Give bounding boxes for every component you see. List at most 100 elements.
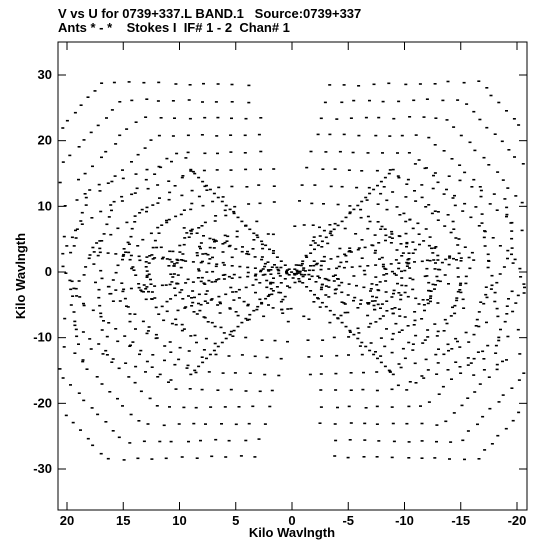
uv-point [484,286,488,288]
uv-point [191,170,195,173]
uv-point [505,110,508,112]
uv-point [433,247,437,249]
y-tick-label: -10 [33,330,52,345]
uv-point [80,211,84,214]
uv-point [420,318,424,320]
uv-point [154,337,158,340]
uv-point [182,406,186,409]
uv-point [173,287,177,289]
uv-point [318,277,321,279]
uv-point [356,327,360,330]
uv-point [477,225,481,227]
uv-point [285,272,289,274]
uv-point [347,169,351,171]
uv-point [347,405,351,408]
uv-point [495,363,499,366]
uv-point [200,388,204,391]
uv-point [321,339,325,341]
uv-point [260,302,264,305]
uv-point [277,291,281,294]
uv-point [247,253,251,256]
uv-point [400,284,404,287]
uv-point [435,424,439,426]
uv-point [459,257,463,259]
uv-point [375,284,379,286]
uv-point [493,291,497,294]
uv-point [251,248,255,250]
uv-point [202,169,206,172]
uv-point [92,263,96,265]
uv-point [381,265,385,268]
uv-point [445,322,449,325]
uv-point [230,256,234,259]
uv-point [511,419,515,422]
uv-point [302,267,306,269]
uv-point [263,273,267,276]
uv-point [490,443,494,445]
uv-point [352,299,355,302]
uv-point [397,308,401,310]
uv-point [187,99,191,101]
uv-point [184,260,188,262]
uv-point [446,214,450,216]
uv-point [385,208,389,211]
uv-point [104,349,108,352]
uv-point [199,261,203,264]
uv-point [170,281,174,283]
uv-point [124,362,128,364]
uv-point [522,292,526,294]
uv-point [507,149,511,151]
uv-point [357,332,361,334]
uv-point [105,223,109,226]
uv-point [193,369,197,372]
uv-point [110,180,114,183]
uv-point [456,244,460,246]
uv-point [190,202,194,205]
uv-point [372,304,376,307]
uv-point [228,307,232,309]
uv-point [311,240,315,242]
uv-point [172,273,176,275]
uv-point [180,194,184,197]
uv-point [97,183,101,186]
uv-point [356,307,360,309]
uv-point [195,313,199,315]
uv-point [146,423,150,425]
uv-point [169,298,173,300]
uv-point [209,406,213,408]
uv-point [128,320,132,323]
uv-point [118,134,122,137]
uv-point [100,82,104,84]
uv-point [374,351,377,353]
uv-point [437,393,441,395]
uv-point [294,264,298,266]
uv-point [70,280,74,283]
uv-point [269,281,273,284]
uv-point [223,241,227,244]
uv-point [446,343,450,346]
uv-point [506,249,510,252]
uv-point [366,314,370,317]
uv-point [307,356,311,358]
uv-point [105,335,109,338]
y-tick-label: -20 [33,395,52,410]
uv-point [75,335,79,338]
uv-point [403,269,407,272]
uv-point [142,284,146,286]
uv-point [107,216,111,218]
uv-point [423,167,427,170]
uv-point [215,263,219,265]
uv-point [309,150,313,153]
uv-point [340,185,344,188]
uv-point [242,300,246,303]
uv-point [436,302,440,304]
uv-point [82,139,86,141]
uv-point [452,228,456,230]
uv-point [122,459,126,461]
uv-point [333,222,337,225]
uv-point [178,346,182,349]
uv-point [71,421,75,424]
uv-point [435,440,438,443]
uv-point [180,323,184,326]
uv-point [333,274,337,276]
